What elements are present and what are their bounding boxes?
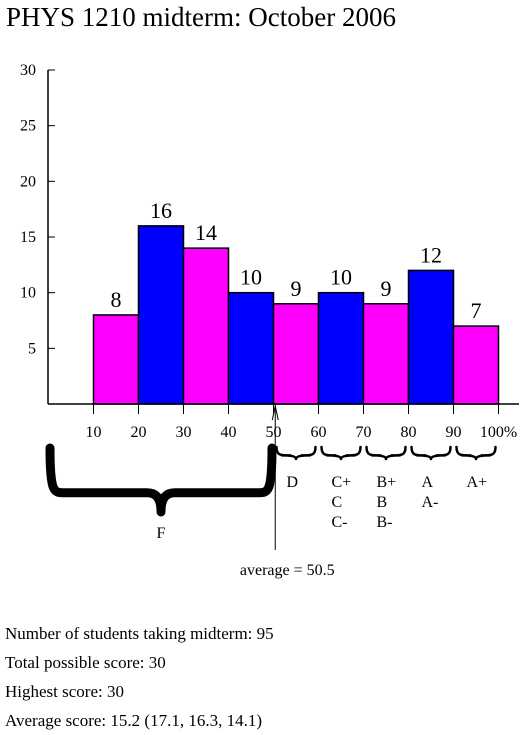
histogram-chart: 8 16 14 10 9 10 9 12 7 5 10 15 20 25 30 10 20 30 40 50 60 7… xyxy=(20,62,519,579)
y-tick-label: 20 xyxy=(20,173,36,190)
bar-value-label: 14 xyxy=(195,220,217,245)
x-tick-label: 10 xyxy=(86,424,102,441)
bar-value-label: 10 xyxy=(330,265,352,290)
bar-value-label: 12 xyxy=(420,242,442,267)
y-ticks-layer: 5 10 15 20 25 30 xyxy=(20,62,55,357)
bar-10-20 xyxy=(92,314,140,405)
grade-label: B xyxy=(377,494,388,511)
brace-f xyxy=(45,443,277,517)
chart-title: PHYS 1210 midterm: October 2006 xyxy=(6,2,396,32)
x-tick-label: 60 xyxy=(311,424,327,441)
bar-value-label: 10 xyxy=(240,265,262,290)
x-tick-label: 80 xyxy=(401,424,417,441)
grade-label: A+ xyxy=(467,474,488,491)
bar-30-40 xyxy=(182,247,230,405)
bar-value-label: 9 xyxy=(381,276,392,301)
stat-students: Number of students taking midterm: 95 xyxy=(5,624,274,643)
bar-90-100 xyxy=(452,325,500,405)
x-tick-label: 100% xyxy=(480,424,517,441)
bar-80-90 xyxy=(407,269,455,405)
bar-value-label: 9 xyxy=(291,276,302,301)
x-tick-label: 30 xyxy=(176,424,192,441)
grade-labels-layer: D C+ C C- B+ B B- A A- A+ xyxy=(287,474,488,531)
bar-40-50 xyxy=(227,291,275,405)
brace-grade xyxy=(455,445,497,461)
average-label: average = 50.5 xyxy=(240,562,335,579)
average-arrow-icon xyxy=(271,405,279,421)
stats-panel: Number of students taking midterm: 95 To… xyxy=(5,619,274,735)
x-tick-label: 50 xyxy=(266,424,282,441)
x-tick-label: 20 xyxy=(131,424,147,441)
grade-label: A- xyxy=(422,494,439,511)
bar-labels-layer: 8 16 14 10 9 10 9 12 7 xyxy=(111,198,482,323)
y-tick-label: 30 xyxy=(20,62,36,79)
brace-grade xyxy=(365,445,407,461)
grade-label: B+ xyxy=(377,474,397,491)
y-tick-label: 15 xyxy=(20,229,36,246)
bar-60-70 xyxy=(317,291,365,405)
y-tick-label: 10 xyxy=(20,285,36,302)
grade-label: A xyxy=(422,474,434,491)
grade-label: B- xyxy=(377,514,393,531)
bar-value-label: 16 xyxy=(150,198,172,223)
grade-braces-layer: F xyxy=(45,443,497,542)
grade-label: C xyxy=(332,494,343,511)
x-tick-label: 70 xyxy=(356,424,372,441)
y-tick-label: 25 xyxy=(20,118,36,135)
grade-label: D xyxy=(287,474,299,491)
bar-20-30 xyxy=(137,225,185,405)
grade-label-f: F xyxy=(157,525,166,542)
bar-50-60 xyxy=(272,303,320,405)
stat-highest: Highest score: 30 xyxy=(5,682,124,701)
bars-layer xyxy=(92,225,500,405)
average-marker-layer: average = 50.5 xyxy=(240,404,335,579)
y-tick-label: 5 xyxy=(28,340,36,357)
grade-label: C- xyxy=(332,514,348,531)
stat-total-possible: Total possible score: 30 xyxy=(5,653,166,672)
grade-label: C+ xyxy=(332,474,352,491)
bar-value-label: 8 xyxy=(111,287,122,312)
x-tick-label: 40 xyxy=(221,424,237,441)
brace-grade xyxy=(410,445,452,461)
brace-grade xyxy=(275,445,317,461)
brace-grade xyxy=(320,445,362,461)
bar-value-label: 7 xyxy=(471,298,482,323)
x-ticks-layer: 10 20 30 40 50 60 70 80 90 100% xyxy=(86,404,517,441)
x-tick-label: 90 xyxy=(446,424,462,441)
stat-average: Average score: 15.2 (17.1, 16.3, 14.1) xyxy=(5,711,262,730)
bar-70-80 xyxy=(362,303,410,405)
